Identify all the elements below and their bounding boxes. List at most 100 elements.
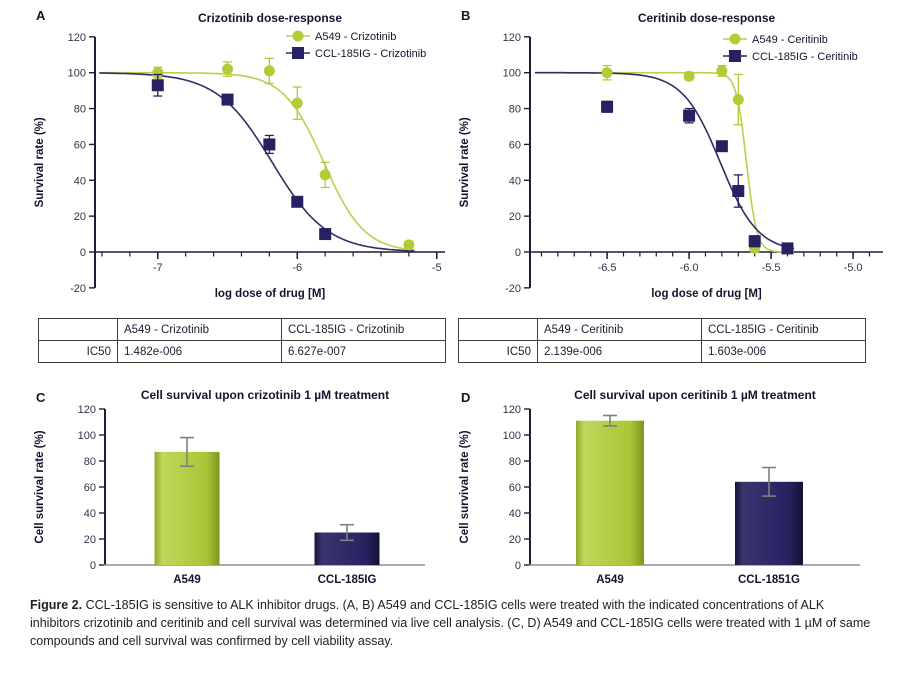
svg-text:100: 100 — [503, 430, 521, 442]
legend-marker-square — [729, 50, 741, 62]
y-axis: -20 0 20 40 60 80 100 120 — [503, 32, 531, 295]
data-point — [601, 67, 613, 79]
svg-text:-7: -7 — [153, 262, 163, 274]
category-label-a549: A549 — [596, 574, 624, 586]
svg-text:-5.5: -5.5 — [762, 262, 781, 274]
error-bar-ccl-185ig — [340, 523, 354, 542]
legend-marker-square — [292, 47, 304, 59]
fit-curve-ccl-185ig-crizotinib — [99, 72, 415, 252]
table-header-cell: A549 - Ceritinib — [536, 318, 702, 341]
svg-text:0: 0 — [515, 560, 521, 572]
data-point — [732, 185, 745, 198]
svg-text:-5: -5 — [432, 262, 442, 274]
data-point — [683, 109, 696, 122]
chart-title: Cell survival upon ceritinib 1 µM treatm… — [574, 388, 816, 402]
table-cell: 6.627e-007 — [280, 340, 447, 363]
data-point — [319, 228, 332, 241]
table-header-cell — [458, 318, 538, 341]
category-label-a549: A549 — [173, 574, 201, 586]
svg-text:20: 20 — [74, 211, 86, 223]
bar-a549 — [154, 451, 220, 565]
svg-text:20: 20 — [509, 534, 521, 546]
y-axis-label: Survival rate (%) — [459, 117, 471, 207]
svg-text:120: 120 — [503, 404, 521, 416]
svg-text:100: 100 — [78, 430, 96, 442]
svg-text:40: 40 — [509, 175, 521, 187]
x-axis: -6.5 -6.0 -5.5 -5.0 — [530, 251, 883, 274]
svg-text:20: 20 — [509, 211, 521, 223]
svg-text:0: 0 — [80, 247, 86, 259]
table-header-cell: A549 - Crizotinib — [116, 318, 282, 341]
ic50-table: A549 - Ceritinib CCL-185IG - Ceritinib IC5… — [458, 318, 867, 363]
x-axis-label: log dose of drug [M] — [651, 288, 762, 300]
svg-text:60: 60 — [84, 482, 96, 494]
bar-a549 — [576, 420, 644, 565]
chart-C-svg: Cell survival upon crizotinib 1 µM treat… — [34, 388, 425, 586]
table-row: IC50 2.139e-006 1.603e-006 — [458, 340, 867, 363]
ic50-table-ceritinib: A549 - Ceritinib CCL-185IG - Ceritinib IC5… — [458, 318, 867, 363]
data-point — [601, 100, 614, 113]
chart-D-svg: Cell survival upon ceritinib 1 µM treatm… — [459, 388, 860, 586]
error-bar-ccl-1851g — [762, 466, 776, 497]
chart-title: Crizotinib dose-response — [198, 11, 342, 25]
category-label-ccl-1851g: CCL-1851G — [738, 574, 800, 586]
chart-title: Ceritinib dose-response — [638, 11, 776, 25]
fit-curve-ccl-185ig-ceritinib — [534, 71, 795, 250]
legend-label: A549 - Crizotinib — [315, 31, 396, 43]
series-a549-crizotinib — [152, 57, 415, 251]
data-point — [716, 65, 728, 77]
caption-text: CCL-185IG is sensitive to ALK inhibitor … — [30, 598, 871, 649]
data-point — [263, 138, 276, 151]
svg-text:0: 0 — [90, 560, 96, 572]
svg-text:60: 60 — [509, 482, 521, 494]
series-ccl-185ig-crizotinib — [151, 73, 332, 241]
bar-chart-ceritinib: Cell survival upon ceritinib 1 µM treatm… — [455, 385, 895, 595]
svg-text:20: 20 — [84, 534, 96, 546]
chart-title: Cell survival upon crizotinib 1 µM treat… — [141, 388, 389, 402]
svg-text:-6.5: -6.5 — [598, 262, 617, 274]
data-point — [151, 79, 164, 92]
svg-text:40: 40 — [84, 508, 96, 520]
svg-text:120: 120 — [503, 32, 521, 44]
panel-label-a: A — [36, 8, 46, 23]
fit-curve-a549-ceritinib — [534, 71, 794, 253]
data-point — [732, 94, 744, 106]
svg-text:-20: -20 — [505, 283, 521, 295]
data-point — [291, 195, 304, 208]
legend-marker-circle — [292, 30, 304, 42]
svg-text:60: 60 — [509, 139, 521, 151]
data-point — [781, 242, 794, 255]
svg-text:-6: -6 — [292, 262, 302, 274]
fit-curve-a549-crizotinib — [99, 71, 415, 251]
y-axis-label: Cell survival rate (%) — [34, 430, 46, 543]
figure-caption: Figure 2. CCL-185IG is sensitive to ALK … — [30, 596, 875, 650]
table-header-cell — [38, 318, 118, 341]
svg-text:100: 100 — [503, 68, 521, 80]
dose-response-chart-ceritinib: Ceritinib dose-response -20 0 20 40 60 80 100 12… — [455, 5, 895, 320]
panel-label-d: D — [461, 390, 471, 405]
chart-B-svg: Ceritinib dose-response -20 0 20 40 60 80 100 12… — [459, 11, 883, 300]
table-cell: IC50 — [458, 340, 538, 363]
data-point — [403, 239, 415, 251]
data-point — [683, 70, 695, 82]
svg-text:80: 80 — [84, 456, 96, 468]
y-axis: 0 20 40 60 80 100 120 — [78, 404, 106, 572]
svg-text:60: 60 — [74, 139, 86, 151]
table-header-cell: CCL-185IG - Crizotinib — [280, 318, 447, 341]
svg-text:80: 80 — [509, 456, 521, 468]
table-cell: 2.139e-006 — [536, 340, 702, 363]
table-row: IC50 1.482e-006 6.627e-007 — [38, 340, 447, 363]
ic50-table: A549 - Crizotinib CCL-185IG - Crizotinib I… — [38, 318, 447, 363]
svg-text:0: 0 — [515, 247, 521, 259]
svg-text:80: 80 — [509, 104, 521, 116]
table-cell: IC50 — [38, 340, 118, 363]
data-point — [319, 169, 331, 181]
caption-figure-number: Figure 2. — [30, 598, 83, 612]
x-axis-label: log dose of drug [M] — [215, 288, 326, 300]
svg-text:-20: -20 — [70, 283, 86, 295]
series-ccl-185ig-ceritinib — [601, 100, 794, 255]
dose-response-chart-crizotinib: Crizotinib dose-response -20 0 20 40 60 80 100 1… — [30, 5, 450, 320]
svg-text:40: 40 — [509, 508, 521, 520]
table-cell: 1.482e-006 — [116, 340, 282, 363]
